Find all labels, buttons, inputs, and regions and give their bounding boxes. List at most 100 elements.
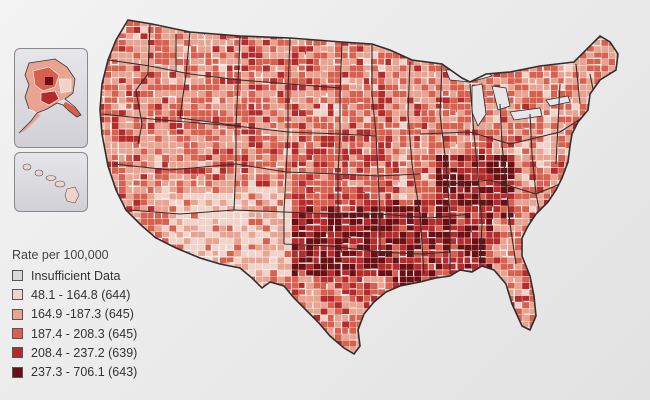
county-cell <box>269 327 280 333</box>
county-cell <box>262 321 269 327</box>
county-cell <box>543 225 553 233</box>
county-cell <box>277 308 286 317</box>
county-cell <box>586 346 597 354</box>
county-cell <box>104 237 113 246</box>
county-cell <box>507 314 514 323</box>
county-cell <box>557 186 567 193</box>
county-cell <box>623 315 630 322</box>
county-cell <box>305 353 316 354</box>
county-cell <box>500 244 508 250</box>
county-cell <box>320 360 328 366</box>
county-cell <box>593 167 603 175</box>
county-cell <box>464 45 472 53</box>
county-cell <box>205 295 213 304</box>
county-cell <box>536 276 544 283</box>
county-cell <box>630 46 637 52</box>
county-cell <box>536 295 546 302</box>
county-cell <box>313 97 320 105</box>
hawaii-inset-map[interactable] <box>14 152 88 212</box>
county-cell <box>428 301 438 310</box>
county-cell <box>435 26 443 36</box>
county-cell <box>341 20 349 26</box>
county-cell <box>493 199 502 206</box>
county-cell <box>118 167 126 174</box>
county-cell <box>572 327 580 335</box>
alaska-inset-map[interactable] <box>14 48 88 148</box>
county-cell <box>100 231 101 241</box>
county-cell <box>183 225 192 233</box>
county-cell <box>100 180 106 189</box>
county-cell <box>183 97 191 103</box>
county-cell <box>435 321 443 330</box>
county-cell <box>377 353 387 354</box>
county-cell <box>305 289 313 296</box>
county-cell <box>428 282 436 290</box>
county-cell <box>601 289 608 297</box>
county-cell <box>377 333 386 341</box>
county-cell <box>486 360 496 366</box>
county-cell <box>305 45 314 52</box>
county-cell <box>241 122 248 130</box>
county-cell <box>435 314 443 324</box>
county-cell <box>154 250 163 257</box>
county-cell <box>226 314 235 321</box>
county-cell <box>90 27 96 33</box>
county-cell <box>154 282 162 291</box>
county-cell <box>623 225 631 234</box>
county-cell <box>241 257 250 264</box>
county-cell <box>586 212 595 219</box>
county-cell <box>190 20 200 27</box>
county-cell <box>320 282 327 290</box>
county-cell <box>579 327 587 337</box>
county-cell <box>593 276 602 283</box>
county-cell <box>125 90 133 97</box>
county-cell <box>125 103 132 110</box>
county-cell <box>90 148 100 156</box>
county-cell <box>334 353 345 354</box>
county-cell <box>536 218 545 225</box>
county-cell <box>269 45 277 54</box>
county-cell <box>521 84 529 92</box>
county-cell <box>212 26 222 35</box>
county-cell <box>543 39 552 47</box>
county-cell <box>233 269 243 279</box>
county-cell <box>385 257 393 264</box>
us-county-choropleth-map[interactable] <box>90 14 640 366</box>
county-cell <box>565 257 572 263</box>
county-cell <box>377 346 387 354</box>
county-cell <box>133 225 141 233</box>
county-cell <box>630 296 637 303</box>
county-cell <box>111 154 119 161</box>
county-cell <box>190 333 200 341</box>
county-cell <box>162 360 170 366</box>
county-cell <box>205 333 213 340</box>
county-cell <box>262 20 270 23</box>
county-cell <box>392 20 400 27</box>
county-cell <box>615 33 618 40</box>
county-cell <box>608 346 618 353</box>
county-cell <box>464 360 474 366</box>
county-cell <box>298 321 308 329</box>
county-cell <box>104 186 112 195</box>
county-cell <box>385 308 396 314</box>
county-cell <box>608 295 618 304</box>
county-cell <box>147 257 157 265</box>
county-cell <box>363 20 371 29</box>
county-cell <box>154 333 163 340</box>
county-cell <box>327 33 337 41</box>
county-cell <box>298 225 307 231</box>
county-cell <box>277 321 285 329</box>
county-cell <box>269 26 277 34</box>
county-cell <box>428 289 439 297</box>
county-cell <box>593 295 602 303</box>
county-cell <box>377 282 385 289</box>
county-cell <box>385 90 393 98</box>
county-cell <box>176 84 185 91</box>
county-cell <box>226 353 235 354</box>
county-cell <box>341 154 350 162</box>
county-cell <box>90 200 98 207</box>
county-cell <box>291 77 299 85</box>
county-cell <box>197 327 209 337</box>
county-cell <box>176 116 183 123</box>
county-cell <box>356 33 365 40</box>
